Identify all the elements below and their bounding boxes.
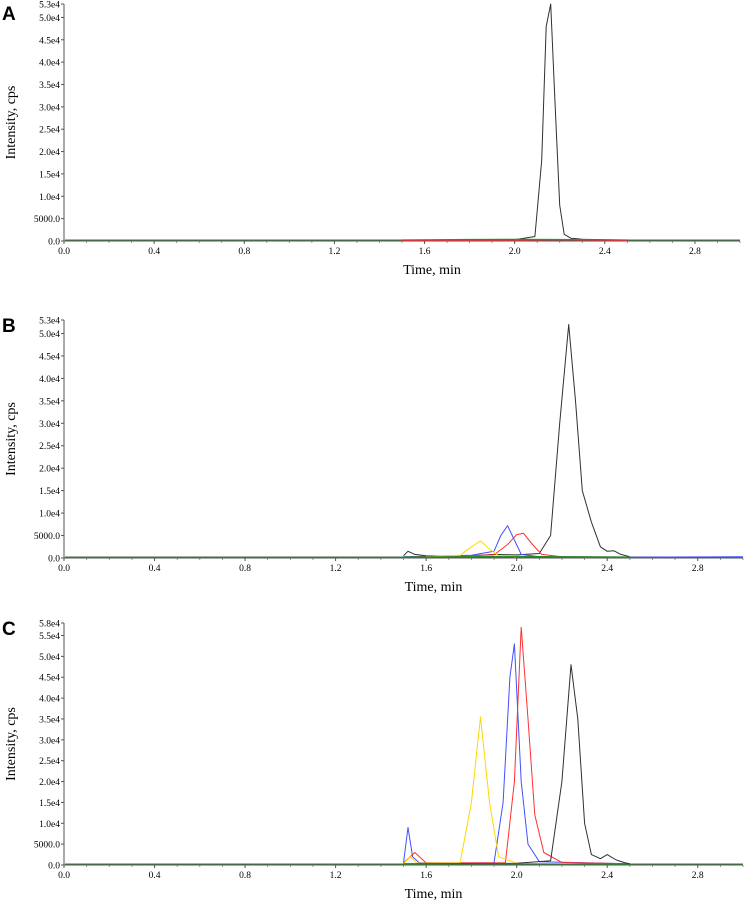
series-line-4 [403,555,630,558]
y-tick-label: 3.0e4 [39,103,60,113]
series-line-0 [403,324,630,558]
x-tick-label: 1.6 [419,247,431,257]
x-tick-label: 2.0 [511,564,523,574]
y-tick-label: 2.0e4 [39,778,60,788]
y-tick-label: 4.0e4 [39,695,60,705]
x-tick-label: 2.8 [692,564,704,574]
series-line-0 [403,643,630,865]
x-tick-label: 1.6 [420,871,432,881]
panel-letter: A [2,4,16,25]
y-tick-label: 5.3e4 [39,317,60,327]
x-tick-label: 2.8 [689,247,701,257]
y-tick-label: 5.0e4 [39,14,60,24]
y-tick-label: 3.5e4 [39,81,60,91]
y-tick-label: 1.5e4 [39,799,60,809]
y-tick-label: 4.5e4 [39,352,60,362]
x-tick-label: 0.8 [238,247,250,257]
x-tick-label: 1.2 [330,871,342,881]
x-tick-label: 1.6 [420,564,432,574]
x-tick-label: 0.8 [239,564,251,574]
series-line-2 [403,532,630,558]
y-tick-label: 2.5e4 [39,442,60,452]
x-axis-title: Time, min [405,580,463,595]
x-tick-label: 2.4 [601,564,613,574]
chart-panel-b: B 0.0 5000.0 1.0e4 1.5e4 2.0e4 2.5e4 3.0e4 3.5e… [0,312,747,602]
y-tick-label: 5000.0 [34,215,60,225]
y-tick-label: 5.0e4 [39,653,60,663]
chart-panel-c: C 0.0 5000.0 1.0e4 1.5e4 2.0e4 2.5e4 3.0e4 3.5e… [0,615,747,903]
x-tick-label: 0.4 [148,247,160,257]
series-line-0 [401,3,628,241]
chart-svg: 0.0 5000.0 1.0e4 1.5e4 2.0e4 2.5e4 3.0e4 3.5e4 4… [4,1,741,278]
x-tick-label: 2.8 [692,871,704,881]
y-tick-label: 2.5e4 [39,126,60,136]
series-line-3 [426,540,517,558]
x-tick-label: 2.4 [601,871,613,881]
x-tick-label: 2.0 [509,247,521,257]
y-tick-label: 1.0e4 [39,510,60,520]
x-tick-label: 0.0 [58,564,70,574]
x-tick-label: 0.4 [149,564,161,574]
y-tick-label: 4.0e4 [39,59,60,69]
y-tick-label: 0.0 [48,862,60,872]
x-axis-title: Time, min [403,263,461,278]
x-tick-label: 2.0 [511,871,523,881]
x-tick-label: 1.2 [328,247,340,257]
series-line-3 [403,664,630,865]
series-line-2 [403,716,517,865]
y-tick-label: 5.5e4 [39,632,60,642]
x-tick-label: 0.0 [58,247,70,257]
series-line-4 [403,863,630,865]
y-tick-label: 5000.0 [34,841,60,851]
y-tick-label: 5000.0 [34,532,60,542]
y-tick-label: 4.5e4 [39,36,60,46]
x-tick-label: 1.2 [330,564,342,574]
y-tick-label: 0.0 [48,238,60,248]
x-tick-label: 2.4 [599,247,611,257]
y-tick-label: 5.8e4 [39,620,60,630]
y-tick-label: 5.3e4 [39,1,60,11]
y-axis-title: Intensity, cps [4,707,19,781]
y-axis-title: Intensity, cps [4,402,19,476]
y-tick-label: 3.0e4 [39,736,60,746]
x-axis-title: Time, min [405,887,463,902]
y-tick-label: 1.0e4 [39,820,60,830]
series-line-2 [401,239,628,241]
y-tick-label: 1.0e4 [39,193,60,203]
y-tick-label: 3.0e4 [39,420,60,430]
x-tick-label: 0.4 [149,871,161,881]
y-tick-label: 1.5e4 [39,487,60,497]
y-tick-label: 5.0e4 [39,330,60,340]
y-tick-label: 4.5e4 [39,674,60,684]
panel-letter: C [2,619,16,640]
y-tick-label: 1.5e4 [39,170,60,180]
series-line-1 [403,525,744,558]
chart-panel-a: A 0.0 5000.0 1.0e4 1.5e4 2.0e4 2.5e4 3.0e4 3.5e… [0,0,747,290]
y-tick-label: 3.5e4 [39,715,60,725]
x-tick-label: 0.8 [239,871,251,881]
y-tick-label: 2.5e4 [39,757,60,767]
y-axis-title: Intensity, cps [4,86,19,160]
y-tick-label: 2.0e4 [39,465,60,475]
y-tick-label: 3.5e4 [39,397,60,407]
chart-svg: 0.0 5000.0 1.0e4 1.5e4 2.0e4 2.5e4 3.0e4 3.5e4 4… [4,620,744,902]
x-tick-label: 0.0 [58,871,70,881]
y-tick-label: 4.0e4 [39,375,60,385]
y-tick-label: 2.0e4 [39,148,60,158]
panel-letter: B [2,316,16,337]
series-line-1 [403,626,630,865]
chart-svg: 0.0 5000.0 1.0e4 1.5e4 2.0e4 2.5e4 3.0e4 3.5e4 4… [4,317,744,595]
y-tick-label: 0.0 [48,555,60,565]
